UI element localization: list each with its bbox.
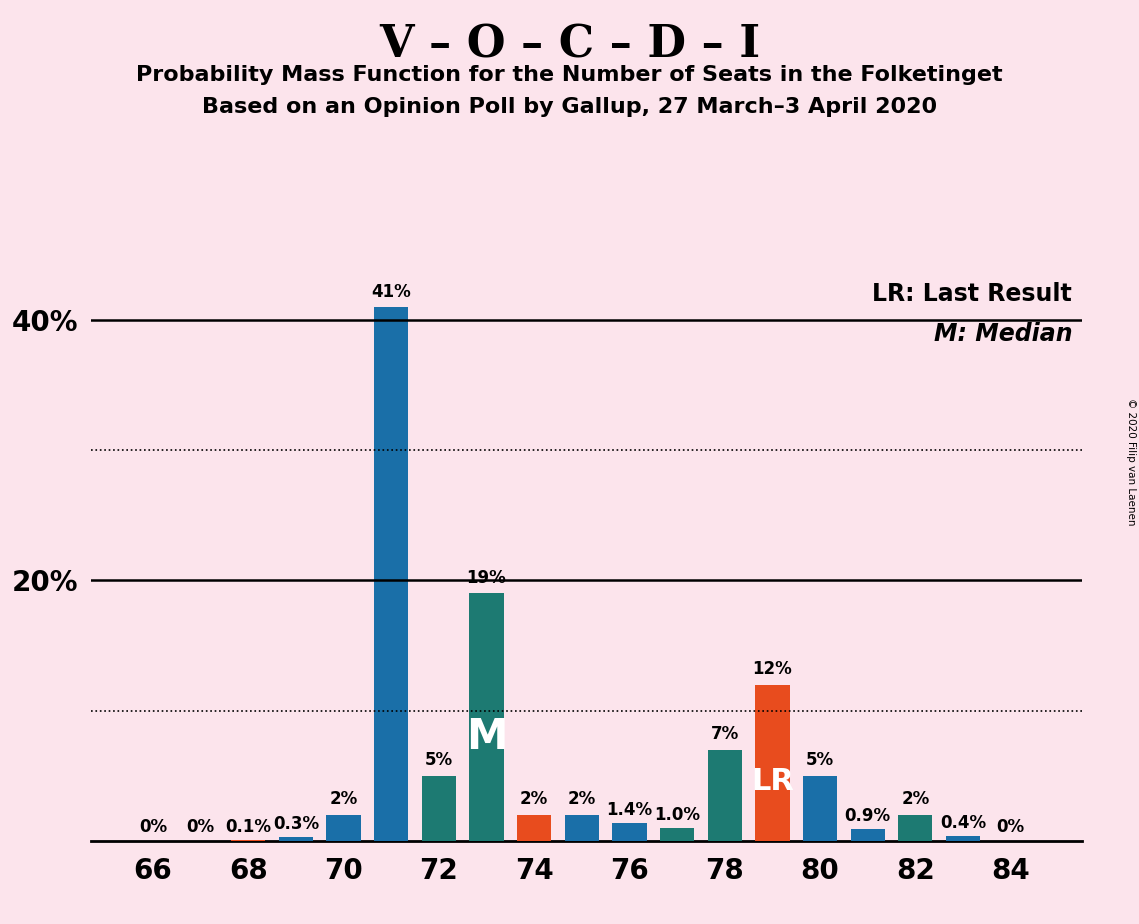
Bar [469, 593, 503, 841]
Bar [421, 776, 456, 841]
Bar [659, 828, 695, 841]
Bar [851, 829, 885, 841]
Text: V – O – C – D – I: V – O – C – D – I [379, 23, 760, 67]
Text: © 2020 Filip van Laenen: © 2020 Filip van Laenen [1126, 398, 1136, 526]
Bar [707, 749, 741, 841]
Text: 0.9%: 0.9% [845, 808, 891, 825]
Bar [374, 307, 409, 841]
Text: 19%: 19% [467, 569, 507, 587]
Text: 5%: 5% [425, 751, 453, 769]
Text: 41%: 41% [371, 283, 411, 300]
Text: M: M [466, 716, 507, 758]
Text: 2%: 2% [567, 790, 596, 808]
Bar [279, 837, 313, 841]
Text: LR: Last Result: LR: Last Result [872, 283, 1072, 306]
Bar [755, 685, 789, 841]
Bar [613, 822, 647, 841]
Text: Probability Mass Function for the Number of Seats in the Folketinget: Probability Mass Function for the Number… [137, 65, 1002, 85]
Bar [565, 815, 599, 841]
Text: 12%: 12% [753, 660, 793, 678]
Bar [803, 776, 837, 841]
Text: 0.4%: 0.4% [940, 814, 986, 832]
Text: 0.1%: 0.1% [226, 818, 271, 835]
Bar [899, 815, 933, 841]
Text: M: Median: M: Median [934, 322, 1072, 346]
Text: LR: LR [751, 767, 794, 796]
Text: 0.3%: 0.3% [273, 815, 319, 833]
Text: 0%: 0% [139, 819, 167, 836]
Text: 2%: 2% [901, 790, 929, 808]
Bar [231, 840, 265, 841]
Text: 1.4%: 1.4% [606, 801, 653, 819]
Text: 2%: 2% [521, 790, 548, 808]
Text: 1.0%: 1.0% [654, 806, 700, 824]
Bar [945, 835, 980, 841]
Bar [517, 815, 551, 841]
Text: 2%: 2% [329, 790, 358, 808]
Text: 0%: 0% [187, 819, 215, 836]
Text: Based on an Opinion Poll by Gallup, 27 March–3 April 2020: Based on an Opinion Poll by Gallup, 27 M… [202, 97, 937, 117]
Text: 0%: 0% [997, 819, 1025, 836]
Bar [327, 815, 361, 841]
Text: 7%: 7% [711, 725, 739, 743]
Text: 5%: 5% [806, 751, 834, 769]
